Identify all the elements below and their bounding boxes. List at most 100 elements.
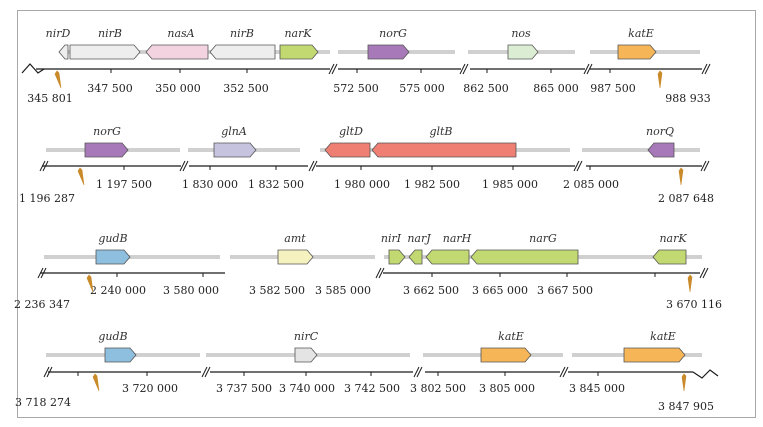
row-3-gene-label-narG: narG	[529, 232, 557, 245]
row-1-coordinate-10: 988 933	[665, 92, 711, 105]
break-slash	[182, 160, 189, 172]
row-1-coordinate-6: 575 000	[399, 82, 445, 95]
row-1-position-marker-1	[54, 70, 62, 89]
row-3-gene-gudB	[95, 249, 131, 265]
row-3-coordinate-5: 3 585 000	[315, 284, 371, 297]
row-1-coordinate-7: 862 500	[463, 82, 509, 95]
break-slash	[573, 160, 580, 172]
break-slash	[179, 160, 186, 172]
row-3-gene-label-nirI: nirI	[381, 232, 402, 245]
row-4-coordinate-2: 3 720 000	[122, 382, 178, 395]
row-2-gene-glnA	[213, 142, 257, 158]
row-3-coordinate-2: 2 240 000	[90, 284, 146, 297]
row-3-gene-narH	[425, 249, 470, 265]
break-slash	[701, 63, 708, 75]
break-slash	[378, 267, 385, 279]
row-3-coordinate-8: 3 667 500	[537, 284, 593, 297]
row-4-coordinate-9: 3 847 905	[658, 400, 714, 413]
row-3-gene-label-amt: amt	[284, 232, 306, 245]
row-3-gene-narK	[652, 249, 687, 265]
row-2-gene-label-norG: norG	[93, 125, 121, 138]
row-2-break-mark-1	[39, 160, 49, 172]
row-4-gene-label-nirC: nirC	[294, 330, 319, 343]
row-2-gene-label-norQ: norQ	[646, 125, 674, 138]
row-2-coordinate-8: 2 085 000	[563, 178, 619, 191]
row-1-coordinate-1: 345 801	[27, 92, 73, 105]
row-4-gene-katE	[480, 347, 532, 363]
row-4-axis-end-zigzag	[692, 369, 719, 379]
row-1-coordinate-4: 352 500	[223, 82, 269, 95]
row-3-coordinate-9: 3 670 116	[666, 298, 722, 311]
row-3-break-mark-2	[375, 267, 385, 279]
row-4-break-mark-3	[413, 366, 423, 378]
break-slash	[702, 267, 709, 279]
row-4-coordinate-7: 3 805 000	[479, 382, 535, 395]
row-1-break-mark-1	[328, 63, 338, 75]
row-3-gene-label-gudB: gudB	[98, 232, 127, 245]
row-1-gene-nirD	[58, 44, 69, 60]
row-3-coordinate-6: 3 662 500	[403, 284, 459, 297]
row-1-gene-label-nirD: nirD	[46, 27, 71, 40]
row-2-gene-norQ	[647, 142, 675, 158]
break-slash	[699, 267, 706, 279]
row-1-gene-label-narK: narK	[284, 27, 312, 40]
row-3-position-marker-2	[687, 274, 693, 293]
row-1-gene-katE	[617, 44, 657, 60]
row-1-break-mark-2	[459, 63, 469, 75]
row-2-coordinate-6: 1 982 500	[404, 178, 460, 191]
break-slash	[462, 63, 469, 75]
break-slash	[328, 63, 335, 75]
break-slash	[204, 366, 211, 378]
row-1-coordinate-3: 350 000	[155, 82, 201, 95]
row-1-gene-label-katE: katE	[628, 27, 654, 40]
row-4-coordinate-6: 3 802 500	[410, 382, 466, 395]
row-1-coordinate-2: 347 500	[87, 82, 133, 95]
row-4-gene-label-gudB: gudB	[98, 330, 127, 343]
row-2-position-marker-2	[678, 167, 684, 186]
row-1-gene-nirB	[69, 44, 141, 60]
row-1-gene-label-norG: norG	[379, 27, 407, 40]
row-3-gene-label-narJ: narJ	[407, 232, 431, 245]
break-slash	[308, 160, 315, 172]
break-slash	[40, 267, 47, 279]
row-2-break-mark-4	[573, 160, 583, 172]
row-4-gene-katE	[623, 347, 686, 363]
row-4-gene-label-katE: katE	[650, 330, 676, 343]
row-1-gene-nasA	[145, 44, 209, 60]
row-3-gene-amt	[277, 249, 314, 265]
row-2-coordinate-1: 1 196 287	[19, 192, 75, 205]
break-slash	[39, 160, 46, 172]
row-2-coordinate-9: 2 087 648	[658, 192, 714, 205]
break-slash	[559, 366, 566, 378]
row-2-coordinate-7: 1 985 000	[482, 178, 538, 191]
break-slash	[576, 160, 583, 172]
break-slash	[416, 366, 423, 378]
row-3-coordinate-7: 3 665 000	[472, 284, 528, 297]
row-1-break-mark-3	[583, 63, 593, 75]
row-4-coordinate-5: 3 742 500	[344, 382, 400, 395]
row-3-gene-narJ	[408, 249, 423, 265]
row-3-gene-nirI	[388, 249, 406, 265]
break-slash	[703, 160, 710, 172]
row-4-coordinate-3: 3 737 500	[216, 382, 272, 395]
row-2-break-mark-5	[700, 160, 710, 172]
row-2-gene-gltD	[324, 142, 371, 158]
break-slash	[201, 366, 208, 378]
row-2-break-mark-2	[179, 160, 189, 172]
row-2-coordinate-3: 1 830 000	[182, 178, 238, 191]
row-2-gene-norG	[84, 142, 129, 158]
row-1-coordinate-8: 865 000	[533, 82, 579, 95]
row-3-position-marker-1	[86, 274, 94, 293]
row-4-coordinate-8: 3 845 000	[569, 382, 625, 395]
row-3-gene-label-narH: narH	[443, 232, 472, 245]
row-4-gene-gudB	[104, 347, 137, 363]
row-3-gene-narG	[470, 249, 579, 265]
row-1-gene-label-nirB: nirB	[98, 27, 122, 40]
row-1-gene-nirB	[209, 44, 276, 60]
break-slash	[331, 63, 338, 75]
row-4-coordinate-1: 3 718 274	[15, 396, 71, 409]
row-1-axis-start-zigzag	[21, 63, 45, 74]
row-3-break-mark-3	[699, 267, 709, 279]
row-4-coordinate-4: 3 740 000	[279, 382, 335, 395]
